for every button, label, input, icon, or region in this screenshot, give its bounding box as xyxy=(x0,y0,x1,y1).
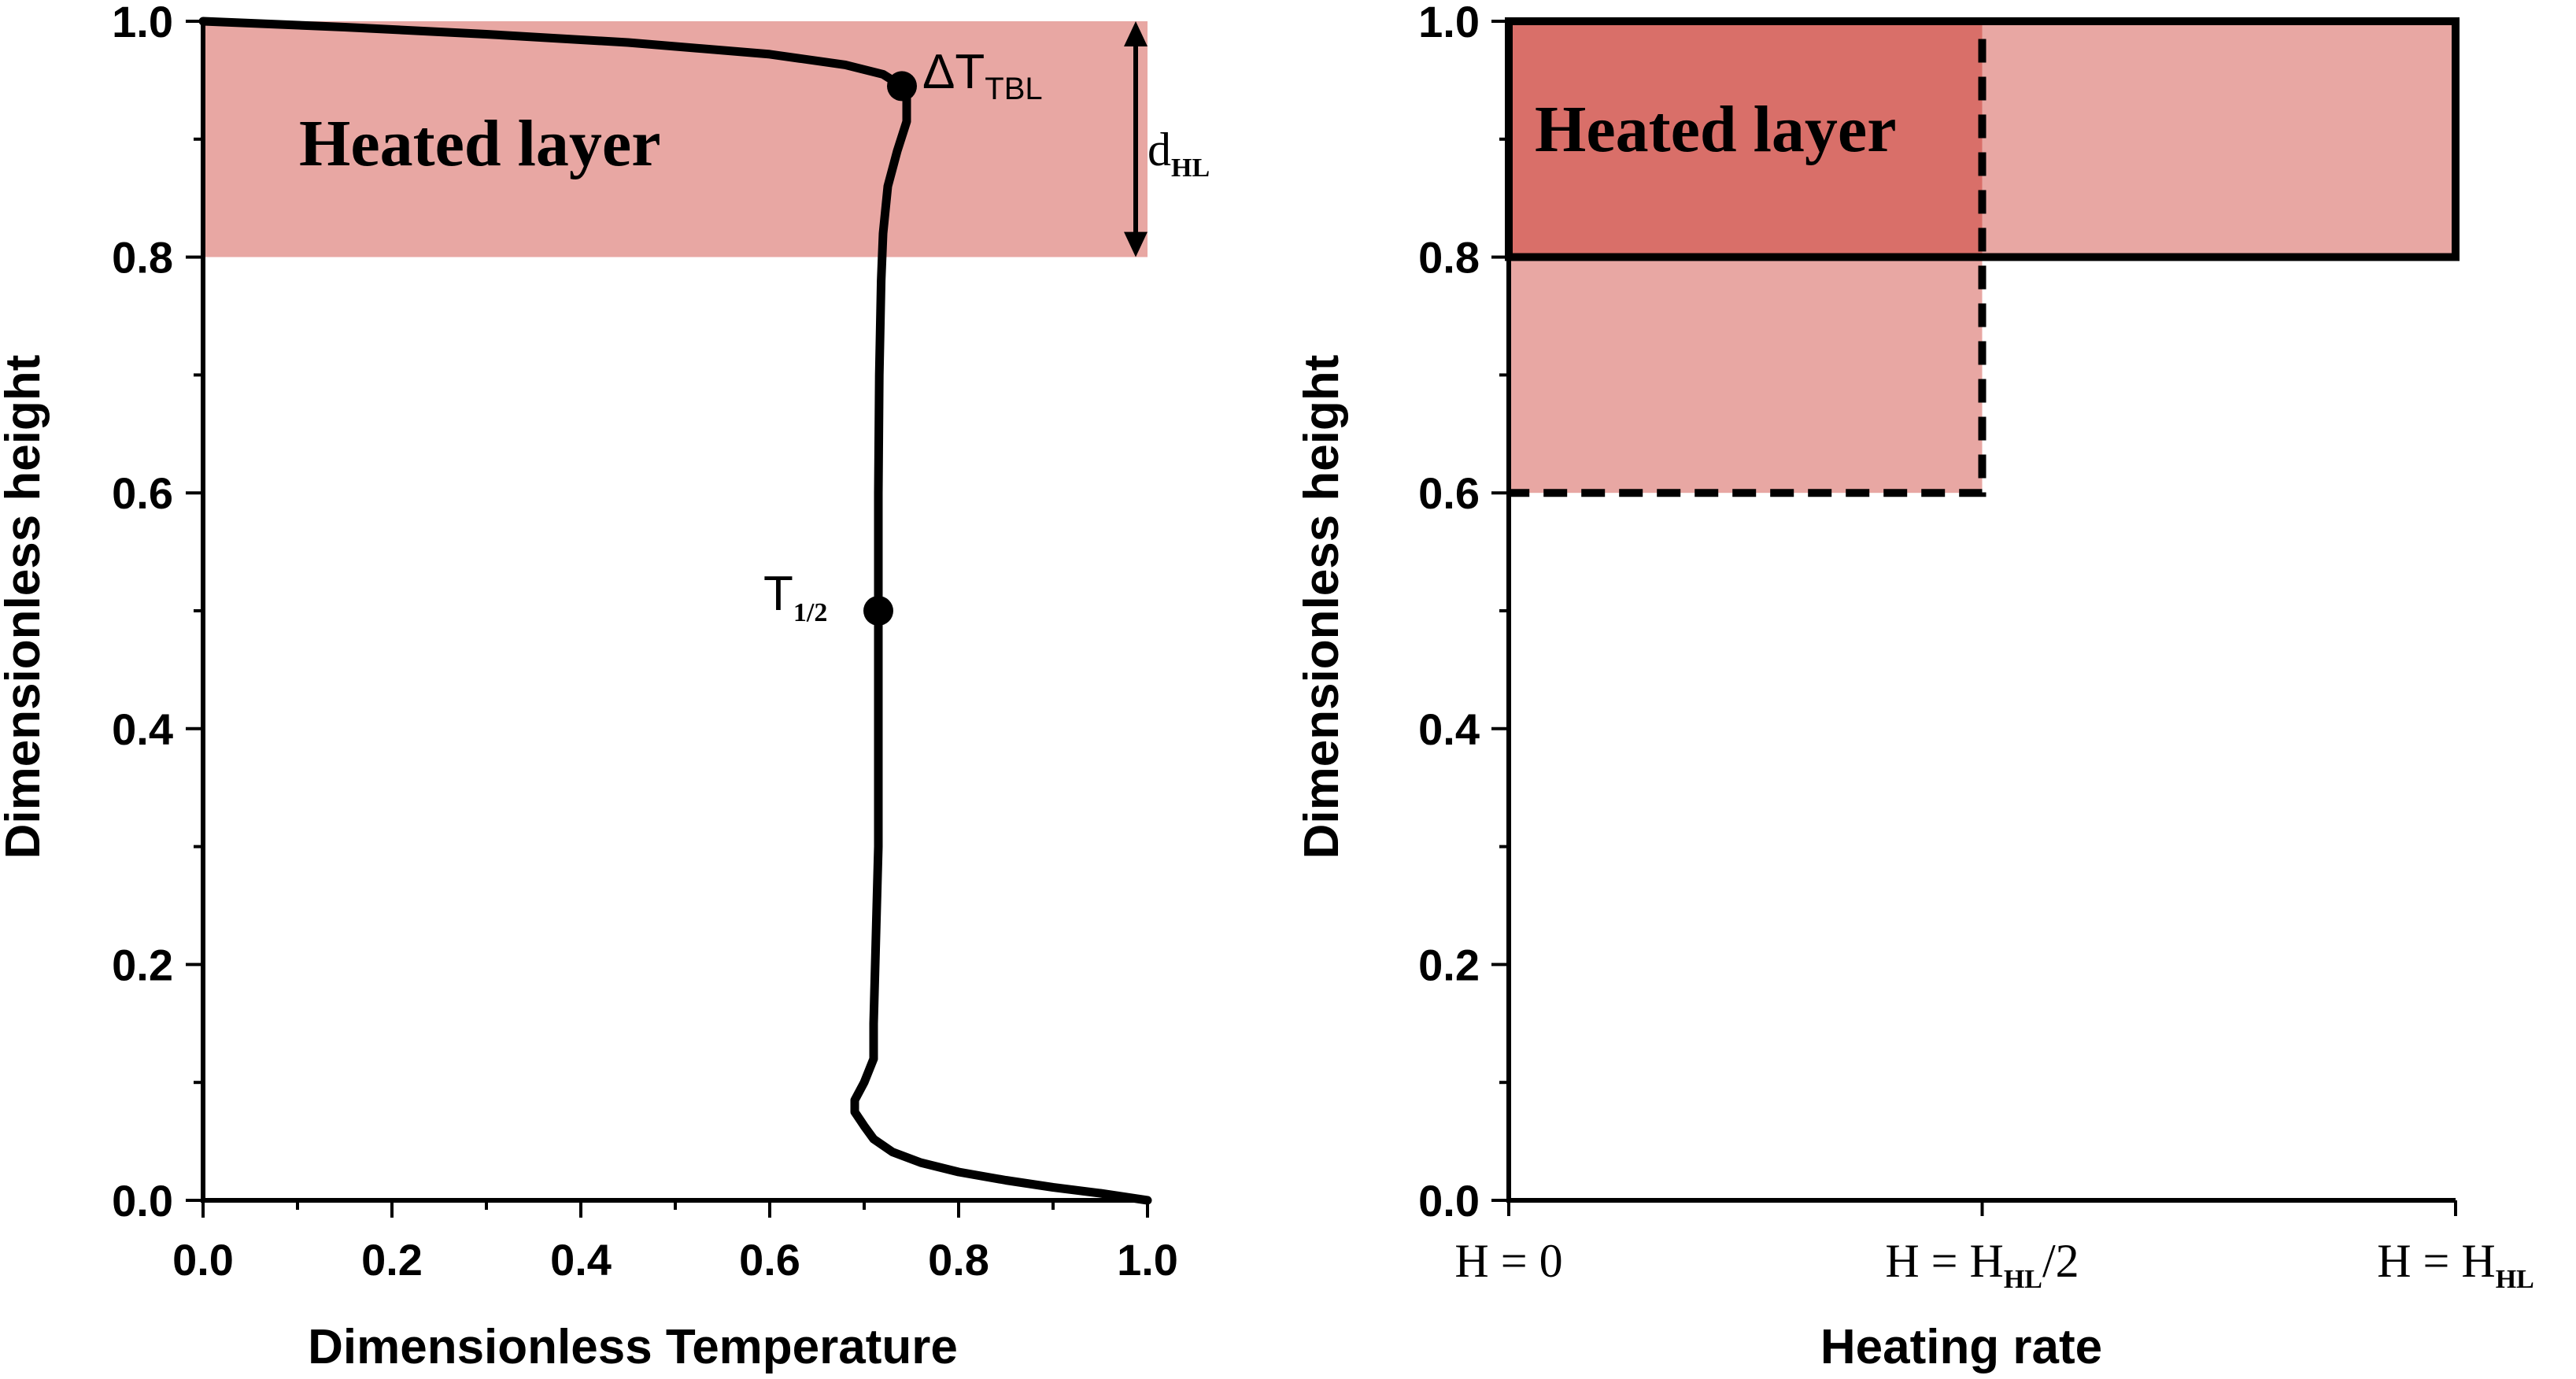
x-tick-label: 0.0 xyxy=(172,1235,234,1285)
y-tick-label: 0.0 xyxy=(1418,1176,1480,1226)
x-tick-label-main: H = H xyxy=(2377,1235,2496,1287)
t-half-label: T1/2 xyxy=(763,567,827,627)
x-tick-label-post: /2 xyxy=(2042,1235,2079,1287)
d-hl-label-sub: HL xyxy=(1171,153,1210,183)
y-tick-label: 0.8 xyxy=(1418,233,1480,283)
x-tick-label: H = 0 xyxy=(1454,1235,1562,1287)
left-x-tick-labels: 0.0 0.2 0.4 0.6 0.8 1.0 xyxy=(172,1235,1178,1285)
x-tick-label: 0.4 xyxy=(550,1235,612,1285)
x-tick-label: 0.8 xyxy=(928,1235,989,1285)
heated-layer-band xyxy=(203,21,1148,257)
right-heated-layer-label: Heated layer xyxy=(1535,93,1897,166)
x-tick-label: H = HHL xyxy=(2377,1235,2534,1294)
y-tick-label: 0.6 xyxy=(112,468,173,518)
temperature-panel: Heated layer 0.00.20.40.60.81.0 0.0 0.2 0.… xyxy=(0,0,1210,1374)
x-tick-label: 0.6 xyxy=(739,1235,800,1285)
x-tick-label-sub: HL xyxy=(2004,1265,2042,1294)
y-tick-label: 0.4 xyxy=(112,704,173,754)
x-tick-label: 0.2 xyxy=(361,1235,423,1285)
left-x-axis-label: Dimensionless Temperature xyxy=(308,1320,958,1374)
arrow-head-up xyxy=(1124,21,1148,46)
y-tick-label: 0.8 xyxy=(112,233,173,283)
x-tick-label-main: H = 0 xyxy=(1454,1235,1562,1287)
t-half-label-main: T xyxy=(763,567,793,621)
x-tick-label: H = HHL/2 xyxy=(1885,1235,2079,1294)
y-tick-label: 0.6 xyxy=(1418,468,1480,518)
left-y-tick-labels: 0.0 0.2 0.4 0.6 0.8 1.0 xyxy=(112,0,173,1226)
y-tick-label: 0.2 xyxy=(112,940,173,989)
x-tick-label: 1.0 xyxy=(1117,1235,1178,1285)
delta-t-tbl-point xyxy=(887,71,917,102)
right-y-tick-labels: 0.0 0.2 0.4 0.6 0.8 1.0 xyxy=(1418,0,1480,1226)
right-axes xyxy=(1491,19,2457,1216)
y-tick-label: 1.0 xyxy=(112,0,173,46)
y-tick-label: 0.4 xyxy=(1418,704,1480,754)
y-tick-label: 0.2 xyxy=(1418,940,1480,989)
delta-t-tbl-label-main: ΔT xyxy=(922,45,985,99)
arrow-head-down xyxy=(1124,231,1148,257)
d-hl-arrow xyxy=(1124,21,1148,257)
delta-t-tbl-label: ΔTTBL xyxy=(922,45,1043,106)
heated-layer-label: Heated layer xyxy=(299,107,661,180)
d-hl-label-main: d xyxy=(1148,124,1171,176)
overlap-region xyxy=(1509,21,1983,257)
delta-t-tbl-label-sub: TBL xyxy=(985,72,1042,106)
left-axes xyxy=(186,19,1149,1218)
x-tick-label-main: H = H xyxy=(1885,1235,2004,1287)
y-tick-label: 1.0 xyxy=(1418,0,1480,46)
d-hl-label: dHL xyxy=(1148,124,1210,183)
right-y-axis-label: Dimensionless height xyxy=(1295,355,1349,860)
x-tick-label-sub: HL xyxy=(2496,1265,2534,1294)
right-x-axis-label: Heating rate xyxy=(1820,1320,2102,1374)
y-tick-label: 0.0 xyxy=(112,1176,173,1226)
t-half-label-sub: 1/2 xyxy=(793,598,827,627)
heating-rate-panel: Heated layer 0.0 0.2 0.4 0.6 0.8 1.0 H = 0 H =… xyxy=(1295,0,2534,1374)
t-half-point xyxy=(863,596,893,626)
left-y-axis-label: Dimensionless height xyxy=(0,355,50,860)
